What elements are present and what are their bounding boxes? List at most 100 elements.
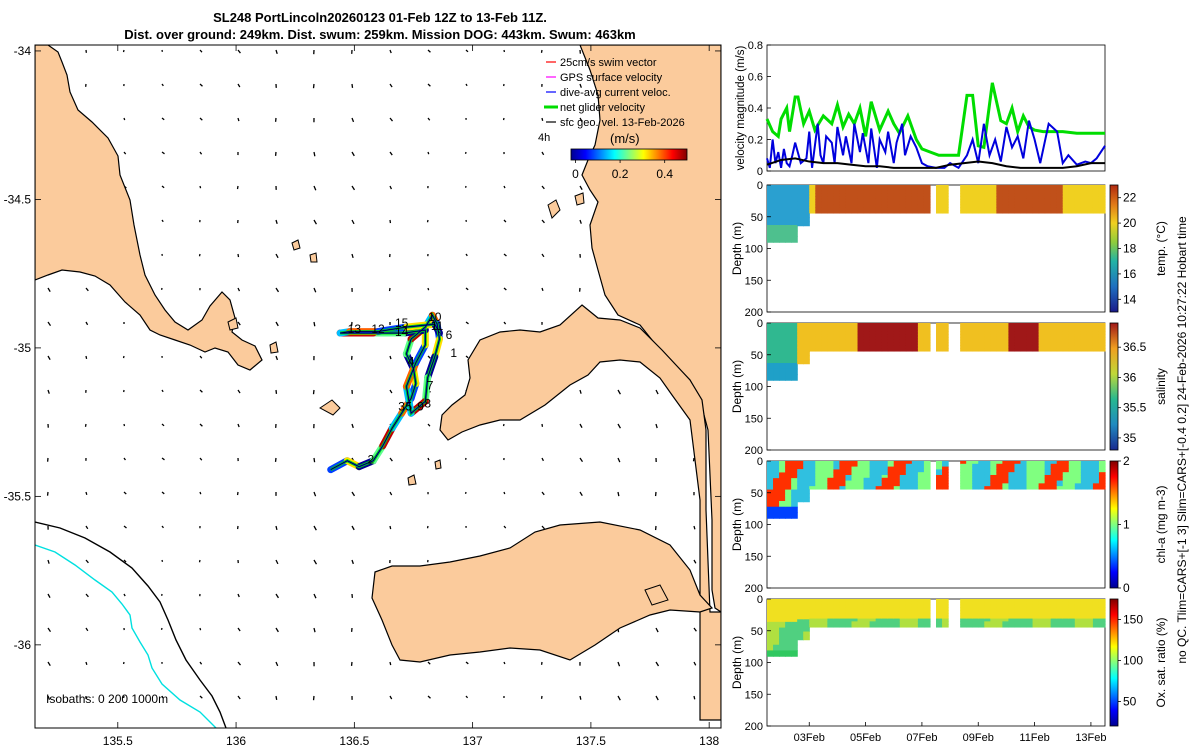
section-cell bbox=[990, 461, 997, 465]
section-cell bbox=[1020, 323, 1028, 327]
section-cell bbox=[1056, 348, 1064, 352]
section-cell bbox=[821, 621, 828, 625]
section-cell bbox=[911, 190, 919, 194]
section-cell bbox=[1014, 204, 1022, 208]
section-cell bbox=[845, 342, 853, 346]
section-cell bbox=[821, 469, 828, 473]
section-cell bbox=[785, 357, 792, 364]
section-cell bbox=[1026, 187, 1034, 192]
section-cell bbox=[978, 348, 985, 352]
section-cell bbox=[893, 342, 901, 346]
section-cell bbox=[936, 334, 943, 338]
section-cell bbox=[1026, 480, 1034, 484]
section-cell bbox=[875, 618, 883, 622]
section-cell bbox=[821, 624, 828, 628]
geostrophic-vector bbox=[427, 355, 431, 359]
section-cell bbox=[1056, 599, 1064, 603]
section-cell bbox=[893, 461, 901, 465]
geostrophic-vector bbox=[199, 457, 203, 461]
section-cell bbox=[851, 201, 859, 206]
section-cell bbox=[1020, 469, 1028, 473]
section-cell bbox=[875, 621, 883, 625]
section-cell bbox=[779, 461, 786, 468]
section-cell bbox=[1008, 336, 1016, 341]
date-xtick-label: 05Feb bbox=[850, 732, 881, 744]
section-cell bbox=[960, 474, 967, 479]
section-cell bbox=[923, 607, 931, 611]
section-cell bbox=[917, 472, 925, 476]
geostrophic-vector bbox=[693, 627, 697, 632]
section-cell bbox=[1038, 618, 1046, 622]
section-cell bbox=[1092, 345, 1100, 349]
section-cell bbox=[942, 461, 949, 465]
section-cell bbox=[911, 198, 919, 203]
section-cell bbox=[1008, 480, 1016, 484]
section-cell bbox=[809, 204, 816, 208]
section-cell bbox=[791, 495, 798, 502]
section-cell bbox=[1092, 461, 1100, 465]
geostrophic-vector bbox=[199, 627, 202, 631]
section-cell bbox=[996, 190, 1003, 194]
section-cell bbox=[966, 193, 973, 197]
section-cell bbox=[1086, 190, 1094, 194]
section-cell bbox=[1050, 607, 1058, 611]
section-cell bbox=[1044, 604, 1052, 608]
section-cell bbox=[869, 198, 877, 203]
section-cell bbox=[966, 463, 973, 468]
section-cell bbox=[899, 610, 907, 614]
section-cell bbox=[1092, 472, 1100, 476]
section-cell bbox=[984, 599, 991, 603]
section-cell bbox=[815, 190, 822, 194]
section-cell bbox=[821, 486, 828, 490]
section-cell bbox=[936, 348, 943, 352]
section-cell bbox=[797, 619, 804, 624]
speed-colorbar-tick-label: 0.2 bbox=[612, 167, 629, 181]
section-cell bbox=[773, 466, 780, 474]
section-cell bbox=[1056, 201, 1064, 206]
section-cell bbox=[809, 348, 816, 352]
section-cell bbox=[942, 466, 949, 470]
section-cell bbox=[1050, 615, 1058, 620]
section-cell bbox=[833, 615, 841, 620]
section-ytick-label: 200 bbox=[745, 307, 763, 319]
section-cell bbox=[1080, 201, 1088, 206]
section-cell bbox=[779, 621, 786, 629]
section-cell bbox=[1032, 466, 1040, 470]
section-cell bbox=[1098, 204, 1106, 208]
section-ytick-label: 100 bbox=[745, 658, 763, 670]
section-cell bbox=[1044, 198, 1052, 203]
section-cell bbox=[845, 187, 853, 192]
section-cell bbox=[815, 323, 822, 327]
section-cell bbox=[833, 612, 841, 617]
section-cell bbox=[1068, 480, 1076, 484]
section-cell bbox=[905, 196, 913, 200]
section-cell bbox=[936, 461, 943, 465]
section-cell bbox=[960, 472, 967, 476]
section-cell bbox=[966, 621, 973, 625]
section-cell bbox=[1020, 472, 1028, 476]
section-cell bbox=[972, 190, 979, 194]
section-cell bbox=[1014, 601, 1022, 606]
section-cell bbox=[875, 477, 883, 482]
section-cell bbox=[815, 601, 822, 606]
section-cell bbox=[875, 624, 883, 628]
section-cell bbox=[809, 621, 816, 625]
section-cell bbox=[1044, 193, 1052, 197]
section-cell bbox=[773, 633, 780, 640]
section-cell bbox=[839, 196, 847, 200]
section-cell bbox=[1080, 204, 1088, 208]
section-cell bbox=[803, 489, 810, 495]
section-cell bbox=[857, 604, 865, 608]
geostrophic-vector bbox=[313, 627, 316, 633]
section-cell bbox=[1074, 336, 1082, 341]
section-cell bbox=[899, 207, 907, 211]
section-cell bbox=[767, 495, 774, 502]
section-cell bbox=[839, 187, 847, 192]
section-cell bbox=[972, 204, 979, 208]
section-cell bbox=[839, 334, 847, 338]
section-cell bbox=[1002, 610, 1010, 614]
section-cell bbox=[827, 618, 834, 622]
section-cell bbox=[881, 198, 889, 203]
section-cell bbox=[785, 230, 792, 238]
section-cell bbox=[809, 323, 816, 327]
